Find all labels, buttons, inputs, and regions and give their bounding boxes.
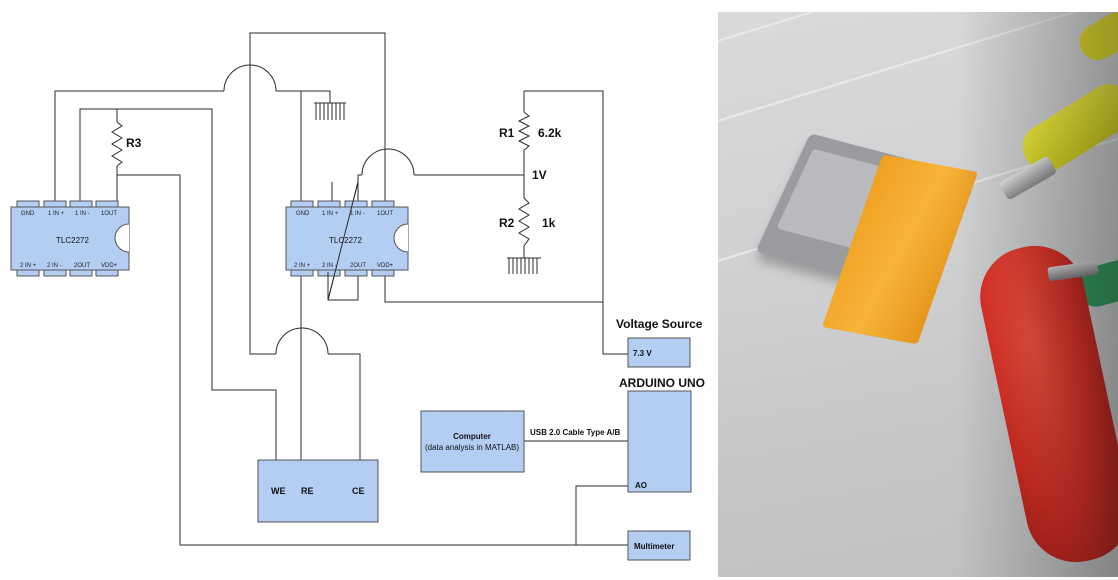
chip-left-pin-1inplus: 1 IN + [48, 211, 65, 217]
wire-bridge-mid [361, 148, 415, 176]
usb-cable-label: USB 2.0 Cable Type A/B [530, 428, 620, 437]
photo-shadow [958, 12, 1118, 577]
chip-right-name: TLC2272 [329, 236, 362, 245]
chip-right-pin-1inminus: 1 IN - [350, 211, 365, 217]
chip-right: GND 1 IN + 1 IN - 1OUT TLC2272 2 IN + 2 … [285, 200, 409, 277]
wire-top-loop [249, 32, 386, 355]
voltage-source-title: Voltage Source [616, 317, 703, 331]
chip-left-pin-2inminus: 2 IN - [47, 263, 62, 269]
circuit-diagram: R3 R1 6.2k 1V R2 1k GND 1 IN + 1 IN - 1O… [10, 32, 705, 561]
ground-symbol-top [314, 102, 346, 120]
computer-line2: (data analysis in MATLAB) [425, 443, 519, 452]
divider-mid-voltage: 1V [532, 168, 547, 182]
resistor-r2: R2 1k [499, 197, 556, 247]
chip-left-pin-1out: 1OUT [101, 211, 117, 217]
cell-re: RE [301, 486, 314, 496]
chip-left-pin-1inminus: 1 IN - [75, 211, 90, 217]
r1-label: R1 [499, 126, 515, 140]
chip-left-pin-2out: 2OUT [74, 263, 90, 269]
chip-left-pin-vdd: VDD+ [101, 263, 118, 269]
cell-ce: CE [352, 486, 365, 496]
multimeter: Multimeter [627, 530, 691, 561]
r2-label: R2 [499, 216, 515, 230]
wire-ao [575, 485, 628, 545]
sensor-photo [718, 12, 1118, 577]
computer-line1: Computer [453, 432, 491, 441]
electrochemical-cell: WE RE CE [257, 459, 379, 523]
wire-left-1out [117, 174, 628, 546]
chip-left-pin-gnd: GND [21, 211, 35, 217]
chip-right-pin-1inplus: 1 IN + [322, 211, 339, 217]
voltage-source: Voltage Source 7.3 V [616, 317, 703, 368]
wire-gnd-right [300, 90, 331, 206]
chip-left-pin-2inplus: 2 IN + [20, 263, 37, 269]
multimeter-label: Multimeter [634, 542, 674, 551]
r3-label: R3 [126, 136, 142, 150]
arduino-uno: ARDUINO UNO AO [619, 376, 705, 493]
chip-left-name: TLC2272 [56, 236, 89, 245]
arduino-title: ARDUINO UNO [619, 376, 705, 390]
arduino-pin-ao: AO [635, 481, 647, 490]
chip-right-pin-gnd: GND [296, 211, 310, 217]
voltage-source-value: 7.3 V [633, 349, 652, 358]
wire-left-1inplus [54, 90, 224, 206]
chip-left: GND 1 IN + 1 IN - 1OUT TLC2272 2 IN + 2 … [10, 200, 130, 277]
computer-box: Computer (data analysis in MATLAB) [420, 410, 525, 473]
chip-right-pin-2inminus: 2 IN - [322, 263, 337, 269]
wire-to-ce [328, 353, 361, 460]
cell-we: WE [271, 486, 286, 496]
wire-right-1inminus [357, 174, 362, 206]
chip-right-pin-2inplus: 2 IN + [294, 263, 311, 269]
wire-bridge-bottom [275, 327, 329, 355]
chip-right-pin-2out: 2OUT [350, 263, 366, 269]
chip-right-pin-vdd: VDD+ [377, 263, 394, 269]
wire-left-1inminus [79, 108, 277, 460]
r1-value: 6.2k [538, 126, 562, 140]
wire-right-vdd [384, 272, 603, 303]
resistor-r3: R3 [111, 121, 142, 167]
chip-right-pin-1out: 1OUT [377, 211, 393, 217]
wire-divider-top [524, 90, 628, 355]
ground-symbol-bottom [507, 257, 541, 274]
r2-value: 1k [542, 216, 556, 230]
resistor-r1: R1 6.2k [499, 111, 562, 151]
wire-bridge-top [223, 64, 277, 92]
